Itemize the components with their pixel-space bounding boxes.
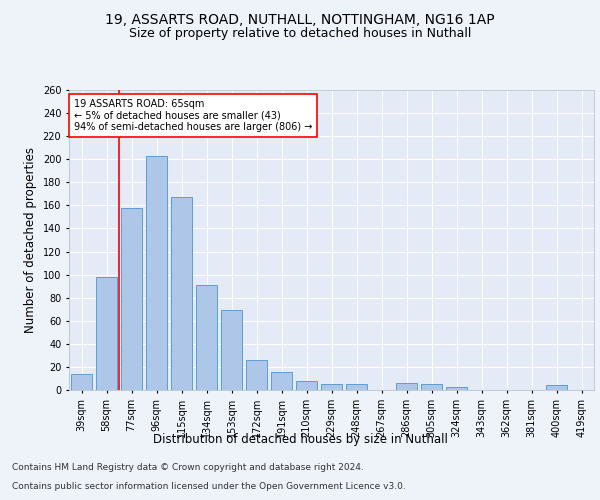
Bar (446, 386, 467, 390)
Text: Distribution of detached houses by size in Nuthall: Distribution of detached houses by size … (152, 432, 448, 446)
Text: Size of property relative to detached houses in Nuthall: Size of property relative to detached ho… (129, 28, 471, 40)
Bar (396, 383, 417, 390)
Y-axis label: Number of detached properties: Number of detached properties (24, 147, 37, 333)
Bar (71, 374, 92, 390)
Text: Contains public sector information licensed under the Open Government Licence v3: Contains public sector information licen… (12, 482, 406, 491)
Bar (171, 198, 192, 390)
Bar (121, 208, 142, 390)
Bar (346, 384, 367, 390)
Bar (246, 360, 267, 390)
Text: Contains HM Land Registry data © Crown copyright and database right 2024.: Contains HM Land Registry data © Crown c… (12, 464, 364, 472)
Bar (146, 156, 167, 390)
Bar (196, 285, 217, 390)
Bar (546, 386, 567, 390)
Text: 19 ASSARTS ROAD: 65sqm
← 5% of detached houses are smaller (43)
94% of semi-deta: 19 ASSARTS ROAD: 65sqm ← 5% of detached … (74, 99, 313, 132)
Bar (271, 372, 292, 390)
Text: 19, ASSARTS ROAD, NUTHALL, NOTTINGHAM, NG16 1AP: 19, ASSARTS ROAD, NUTHALL, NOTTINGHAM, N… (105, 12, 495, 26)
Bar (321, 384, 342, 390)
Bar (96, 277, 117, 390)
Bar (296, 381, 317, 390)
Bar (221, 310, 242, 390)
Bar (421, 384, 442, 390)
